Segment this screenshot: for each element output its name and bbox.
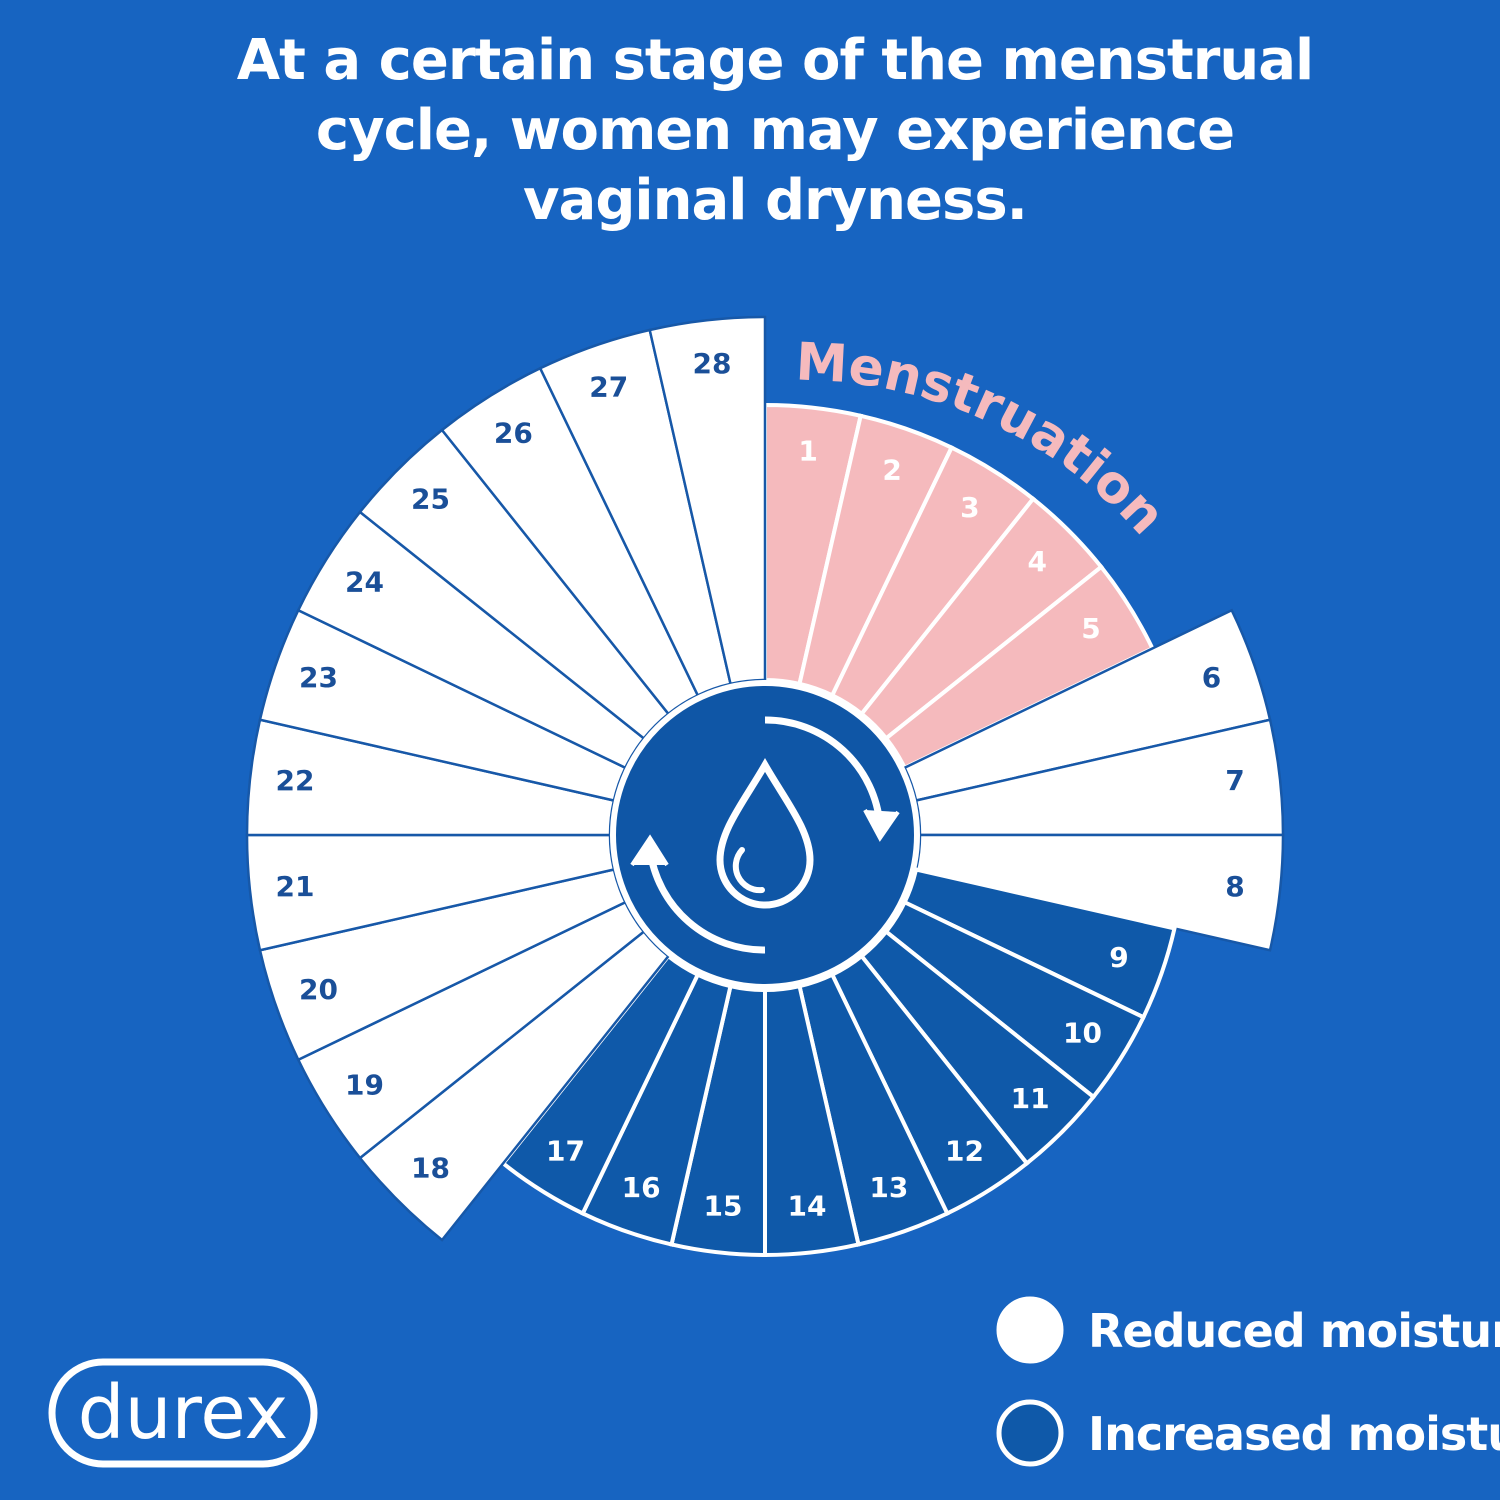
title: At a certain stage of the menstrual cycl…	[100, 26, 1450, 236]
day-label: 24	[345, 565, 384, 598]
day-label: 16	[622, 1171, 661, 1204]
arrow-head	[630, 834, 669, 867]
cycle-arrow	[646, 849, 766, 954]
title-line: cycle, women may experience	[315, 98, 1235, 163]
day-label: 2	[882, 454, 901, 487]
drop-icon	[716, 757, 814, 909]
day-label: 7	[1225, 764, 1244, 797]
legend-swatch	[996, 1399, 1064, 1467]
day-label: 8	[1225, 870, 1244, 903]
day-label: 11	[1011, 1082, 1050, 1115]
day-label: 9	[1109, 941, 1128, 974]
day-label: 21	[275, 870, 314, 903]
day-label: 18	[411, 1151, 450, 1184]
legend-label: Increased moisture	[1088, 1407, 1500, 1461]
arrow-head	[863, 809, 900, 842]
day-label: 20	[299, 973, 338, 1006]
day-label: 5	[1081, 612, 1100, 645]
day-label: 26	[494, 416, 533, 449]
logo: durex	[78, 1370, 289, 1456]
day-label: 27	[589, 371, 628, 404]
day-label: 22	[275, 764, 314, 797]
day-label: 1	[798, 434, 817, 467]
day-label: 3	[960, 491, 979, 524]
center-circle	[610, 680, 920, 990]
day-label: 19	[345, 1069, 384, 1102]
cycle-arrow	[764, 716, 884, 826]
title-line: At a certain stage of the menstrual	[236, 28, 1314, 93]
day-label: 13	[869, 1171, 908, 1204]
day-label: 4	[1027, 545, 1046, 578]
legend-label: Reduced moisture	[1088, 1304, 1500, 1358]
day-label: 12	[945, 1135, 984, 1168]
logo-frame	[48, 1358, 318, 1468]
title-line: vaginal dryness.	[523, 168, 1028, 233]
day-label: 17	[546, 1135, 585, 1168]
legend-swatch	[996, 1296, 1064, 1364]
day-label: 23	[299, 661, 338, 694]
drop-shine	[732, 847, 765, 894]
day-label: 14	[788, 1190, 827, 1223]
day-label: 6	[1202, 661, 1221, 694]
day-label: 25	[411, 483, 450, 516]
day-label: 15	[704, 1190, 743, 1223]
day-label: 10	[1063, 1017, 1102, 1050]
day-label: 28	[693, 347, 732, 380]
